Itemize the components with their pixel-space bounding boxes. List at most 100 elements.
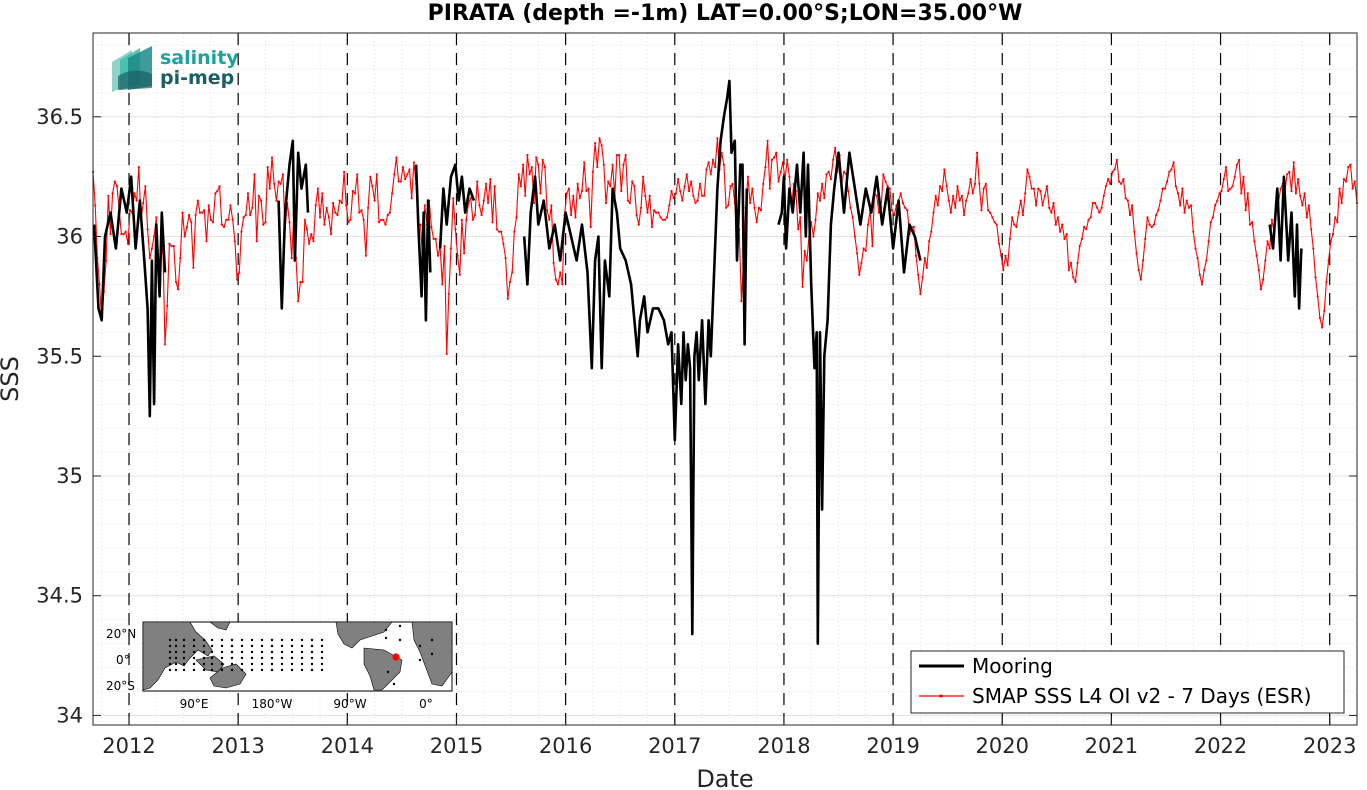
map-station-dot (320, 662, 324, 666)
smap-point (1268, 247, 1271, 250)
smap-point (1059, 230, 1062, 233)
smap-point (583, 161, 586, 164)
smap-point (133, 192, 136, 195)
smap-point (631, 180, 634, 183)
map-station-dot (230, 650, 234, 654)
map-station-dot (202, 650, 206, 654)
smap-point (1091, 201, 1094, 205)
smap-point (578, 197, 581, 200)
map-station-dot (220, 668, 224, 672)
smap-point (893, 213, 896, 217)
year-dashed-lines (128, 33, 1331, 725)
smap-point (1327, 259, 1330, 262)
smap-point (860, 261, 863, 264)
map-station-dot (202, 656, 206, 660)
smap-point (1035, 204, 1038, 207)
smap-point (1248, 223, 1252, 226)
map-station-dot (220, 638, 224, 642)
map-station-dot (270, 662, 274, 666)
smap-point (1142, 259, 1145, 262)
smap-point (188, 213, 191, 217)
smap-point (129, 209, 132, 212)
map-station-dot (260, 656, 264, 660)
smap-point (146, 228, 149, 231)
smap-point (1087, 218, 1090, 221)
map-station-dot (310, 662, 314, 666)
smap-point (1279, 187, 1282, 190)
smap-point (126, 242, 129, 245)
smap-point (233, 240, 236, 243)
smap-point (1198, 273, 1201, 276)
smap-point (393, 173, 396, 176)
smap-point (1246, 192, 1249, 195)
smap-point (1294, 192, 1297, 195)
map-station-dot (250, 656, 254, 660)
map-station-dot (168, 656, 172, 660)
smap-point (615, 154, 619, 157)
smap-point (941, 189, 944, 193)
smap-point (969, 178, 972, 181)
smap-point (174, 280, 178, 284)
x-tick-label: 2013 (211, 734, 264, 758)
map-station-dot (210, 656, 214, 660)
map-station-dot (220, 656, 224, 660)
smap-point (663, 218, 667, 221)
smap-point (253, 173, 256, 176)
smap-point (875, 194, 878, 197)
smap-point (1176, 192, 1180, 195)
smap-point (709, 173, 712, 176)
smap-point (884, 180, 887, 183)
smap-point (1338, 187, 1341, 190)
smap-point (1146, 216, 1149, 219)
map-station-dot (250, 650, 254, 654)
map-station-dot (202, 662, 206, 666)
map-station-dot (320, 650, 324, 654)
map-station-dot (270, 668, 274, 672)
smap-point (1017, 211, 1020, 214)
map-station-dot (192, 644, 196, 648)
smap-point (587, 187, 590, 190)
smap-point (266, 166, 269, 169)
smap-point (506, 297, 509, 300)
smap-point (539, 192, 542, 195)
smap-point (1347, 166, 1350, 169)
smap-point (382, 218, 385, 221)
map-station-dot (300, 668, 304, 672)
map-station-dot (300, 638, 304, 642)
smap-point (198, 211, 202, 214)
smap-point (725, 206, 728, 209)
smap-point (105, 259, 108, 262)
smap-point (901, 201, 905, 205)
smap-point (305, 228, 308, 231)
smap-point (1067, 269, 1070, 272)
smap-point (447, 292, 450, 296)
smap-point (209, 218, 212, 221)
smap-point (369, 175, 372, 178)
map-station-dot (210, 650, 214, 654)
smap-point (1039, 189, 1042, 193)
smap-point (1209, 221, 1212, 224)
smap-point (1102, 194, 1105, 197)
map-station-dot (260, 662, 264, 666)
smap-point (430, 225, 433, 229)
map-station-dot (310, 656, 314, 660)
smap-point (183, 235, 186, 238)
map-station-dot (192, 656, 196, 660)
smap-point (155, 216, 158, 219)
smap-point (559, 271, 562, 274)
smap-point (928, 240, 931, 243)
smap-point (659, 216, 662, 219)
smap-point (1100, 206, 1103, 209)
smap-point (1329, 240, 1332, 243)
smap-point (397, 180, 400, 183)
smap-point (290, 257, 293, 260)
smap-point (1216, 199, 1219, 202)
smap-point (1072, 276, 1075, 279)
map-station-dot (182, 656, 186, 660)
smap-point (179, 257, 182, 260)
map-station-dot (320, 668, 324, 672)
mooring-series (92, 79, 1303, 645)
legend-marker-smap (939, 694, 943, 698)
smap-point (690, 180, 693, 183)
smap-point (567, 187, 571, 190)
